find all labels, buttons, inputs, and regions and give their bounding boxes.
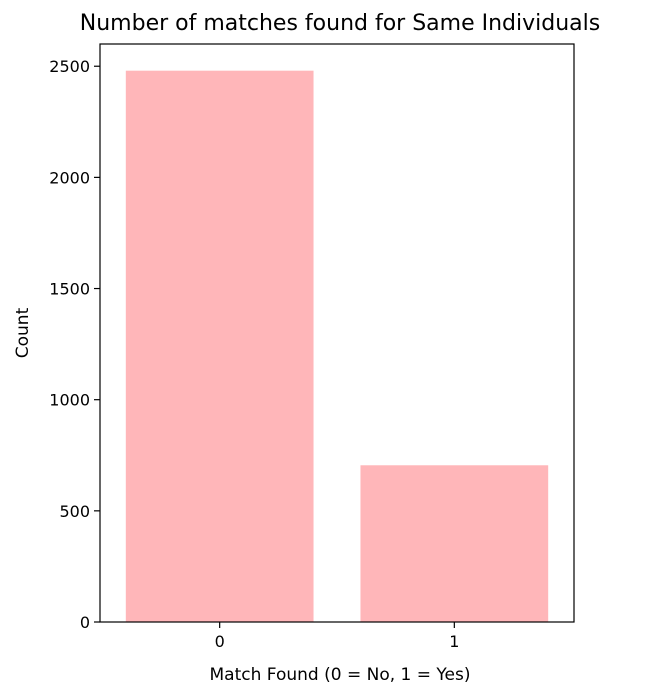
y-tick-label-1500: 1500: [49, 280, 90, 299]
plot-frame: [99, 43, 575, 623]
x-axis-label: Match Found (0 = No, 1 = Yes): [210, 665, 471, 685]
y-tick-label-0: 0: [80, 613, 90, 632]
bar-1: [360, 465, 549, 622]
y-tick-label-500: 500: [59, 502, 90, 521]
y-axis-label: Count: [13, 307, 33, 358]
chart-title: Number of matches found for Same Individ…: [80, 11, 600, 36]
y-axis: 0 500 1000 1500 2000 2500: [49, 57, 100, 632]
y-tick-label-2500: 2500: [49, 57, 90, 76]
x-tick-label-1: 1: [449, 632, 459, 651]
y-tick-label-2000: 2000: [49, 168, 90, 187]
y-tick-label-1000: 1000: [49, 391, 90, 410]
bar-0: [125, 70, 314, 622]
x-tick-label-0: 0: [215, 632, 225, 651]
bars-layer: [125, 70, 549, 622]
